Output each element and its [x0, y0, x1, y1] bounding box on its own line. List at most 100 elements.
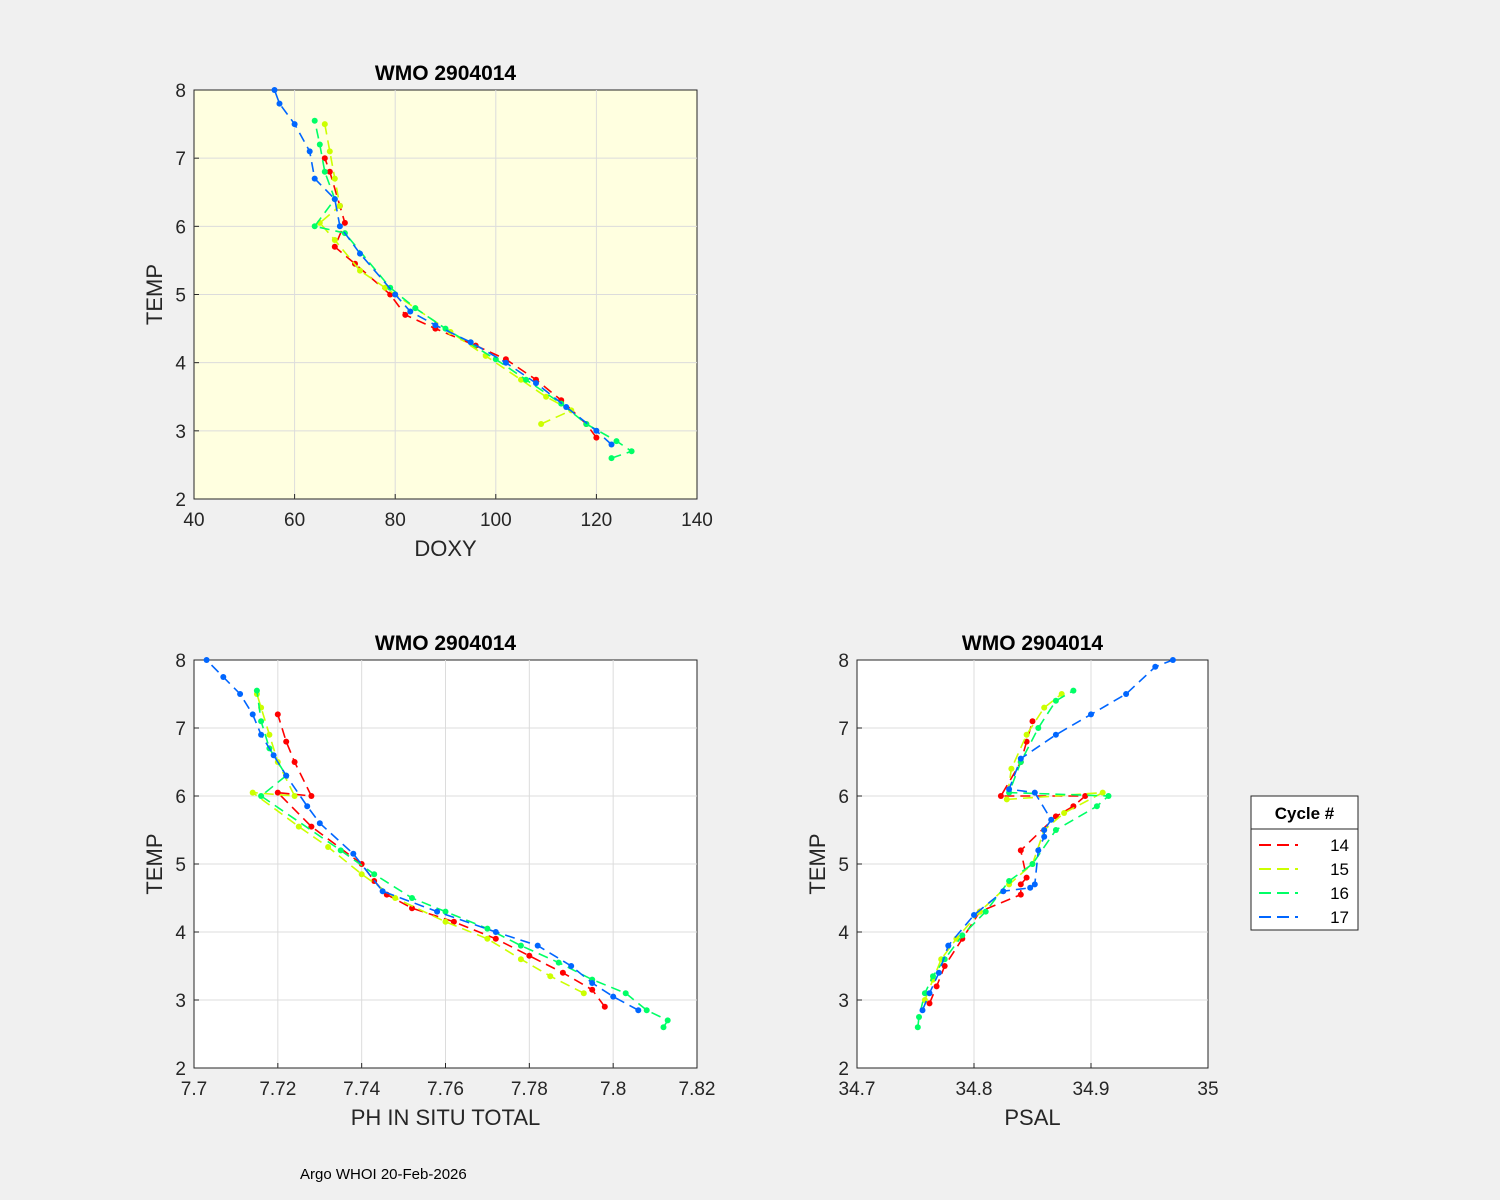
psal-series-line-cycle-14 [928, 720, 1088, 1004]
ph-x-tick-label: 7.7 [181, 1079, 207, 1100]
doxy-data-point-cycle-16 [492, 356, 499, 363]
ph-data-point-cycle-14 [291, 759, 298, 765]
psal-y-tick-label: 7 [838, 719, 849, 740]
ph-chart-title: WMO 2904014 [375, 632, 517, 655]
ph-y-tick-label: 4 [175, 923, 186, 944]
psal-series-line-cycle-17 [921, 659, 1174, 1011]
doxy-x-tick-label: 60 [284, 510, 305, 531]
ph-data-point-cycle-16 [664, 1017, 671, 1024]
ph-series-line-cycle-17 [206, 659, 639, 1011]
psal-data-point-cycle-16 [914, 1024, 921, 1031]
doxy-x-tick-label: 140 [681, 510, 713, 531]
doxy-y-tick-label: 4 [175, 354, 186, 375]
doxy-data-point-cycle-16 [311, 117, 318, 124]
doxy-data-point-cycle-17 [357, 250, 363, 257]
psal-y-tick-label: 6 [838, 787, 849, 808]
ph-data-point-cycle-16 [409, 895, 415, 901]
doxy-series-line-cycle-16 [313, 120, 634, 459]
ph-data-point-cycle-16 [337, 847, 344, 854]
doxy-data-point-cycle-17 [306, 148, 313, 155]
ph-data-point-cycle-16 [442, 908, 449, 915]
ph-data-point-cycle-17 [283, 772, 290, 779]
doxy-data-point-cycle-15 [331, 175, 338, 182]
ph-y-tick-label: 5 [175, 855, 186, 876]
psal-data-point-cycle-16 [1070, 687, 1077, 694]
psal-x-tick-label: 34.9 [1073, 1079, 1110, 1100]
psal-data-point-cycle-17 [1169, 657, 1176, 663]
ph-data-point-cycle-17 [258, 731, 265, 738]
psal-data-point-cycle-16 [930, 973, 936, 980]
ph-data-point-cycle-14 [450, 918, 457, 925]
doxy-data-point-cycle-17 [593, 427, 600, 434]
doxy-x-tick-label: 120 [581, 510, 613, 531]
psal-data-point-cycle-17 [1052, 731, 1059, 738]
ph-y-tick-label: 6 [175, 787, 186, 808]
ph-x-tick-label: 7.78 [511, 1079, 548, 1100]
psal-data-point-cycle-15 [1099, 789, 1106, 796]
ph-data-point-cycle-15 [392, 895, 399, 901]
doxy-data-point-cycle-17 [271, 87, 278, 93]
ph-temp-chart: 7.7 7.72 7.74 7.76 7.78 7.8 7.82 2 3 4 5 6 7 8 WMO 29… [142, 632, 715, 1130]
psal-data-point-cycle-14 [1023, 874, 1030, 881]
ph-data-point-cycle-15 [580, 990, 587, 997]
ph-data-point-cycle-17 [350, 850, 357, 857]
ph-data-point-cycle-15 [484, 935, 491, 942]
doxy-data-point-cycle-15 [357, 267, 363, 274]
doxy-x-tick-label: 80 [385, 510, 406, 531]
psal-data-point-cycle-16 [1052, 827, 1059, 833]
psal-data-point-cycle-15 [1058, 691, 1065, 697]
psal-data-point-cycle-14 [1017, 891, 1024, 898]
ph-data-point-cycle-14 [274, 711, 281, 718]
psal-data-point-cycle-17 [1088, 711, 1094, 718]
ph-data-point-cycle-17 [492, 929, 499, 935]
psal-data-point-cycle-16 [1052, 697, 1059, 704]
ph-data-point-cycle-16 [258, 793, 265, 799]
ph-data-point-cycle-14 [308, 793, 315, 799]
doxy-data-point-cycle-15 [336, 202, 343, 209]
psal-data-point-cycle-17 [1041, 827, 1048, 833]
psal-data-point-cycle-14 [1082, 793, 1089, 799]
psal-data-point-cycle-14 [1017, 847, 1024, 854]
legend-box [1250, 795, 1359, 931]
psal-data-point-cycle-14 [997, 793, 1004, 799]
doxy-data-point-cycle-14 [593, 434, 600, 441]
ph-data-point-cycle-16 [622, 990, 629, 997]
ph-y-tick-label: 2 [175, 1059, 186, 1080]
doxy-y-tick-label: 2 [175, 490, 186, 511]
psal-data-point-cycle-17 [1000, 888, 1007, 895]
psal-data-point-cycle-15 [1003, 796, 1010, 803]
doxy-data-point-cycle-17 [276, 100, 283, 107]
psal-x-tick-label: 35 [1197, 1079, 1218, 1100]
ph-data-point-cycle-17 [610, 993, 617, 1000]
ph-data-point-cycle-14 [409, 905, 415, 912]
ph-x-tick-label: 7.72 [259, 1079, 296, 1100]
ph-data-point-cycle-14 [559, 969, 566, 976]
psal-y-axis-label: TEMP [805, 833, 830, 894]
doxy-x-tick-label: 40 [183, 510, 204, 531]
psal-y-tick-label: 4 [838, 923, 849, 944]
ph-data-point-cycle-14 [492, 935, 499, 942]
ph-x-tick-label: 7.76 [427, 1079, 464, 1100]
ph-data-point-cycle-17 [249, 711, 256, 718]
doxy-data-point-cycle-17 [608, 441, 615, 448]
ph-data-point-cycle-17 [534, 942, 541, 949]
ph-data-point-cycle-15 [358, 871, 365, 878]
doxy-data-point-cycle-14 [402, 311, 409, 318]
doxy-data-point-cycle-17 [392, 291, 399, 298]
ph-data-point-cycle-16 [484, 925, 491, 932]
psal-data-point-cycle-16 [1035, 725, 1042, 731]
doxy-data-point-cycle-16 [311, 223, 318, 230]
ph-data-point-cycle-17 [304, 803, 311, 810]
psal-data-point-cycle-16 [1006, 878, 1013, 884]
ph-data-point-cycle-17 [635, 1007, 642, 1014]
doxy-y-tick-label: 5 [175, 286, 186, 307]
ph-data-point-cycle-15 [517, 956, 524, 963]
doxy-y-tick-label: 7 [175, 149, 186, 170]
ph-data-point-cycle-15 [266, 731, 273, 738]
ph-data-point-cycle-16 [253, 687, 260, 694]
ph-data-point-cycle-15 [291, 793, 298, 799]
psal-data-point-cycle-17 [945, 942, 952, 949]
psal-data-point-cycle-17 [1006, 786, 1013, 793]
psal-x-tick-label: 34.7 [839, 1079, 876, 1100]
